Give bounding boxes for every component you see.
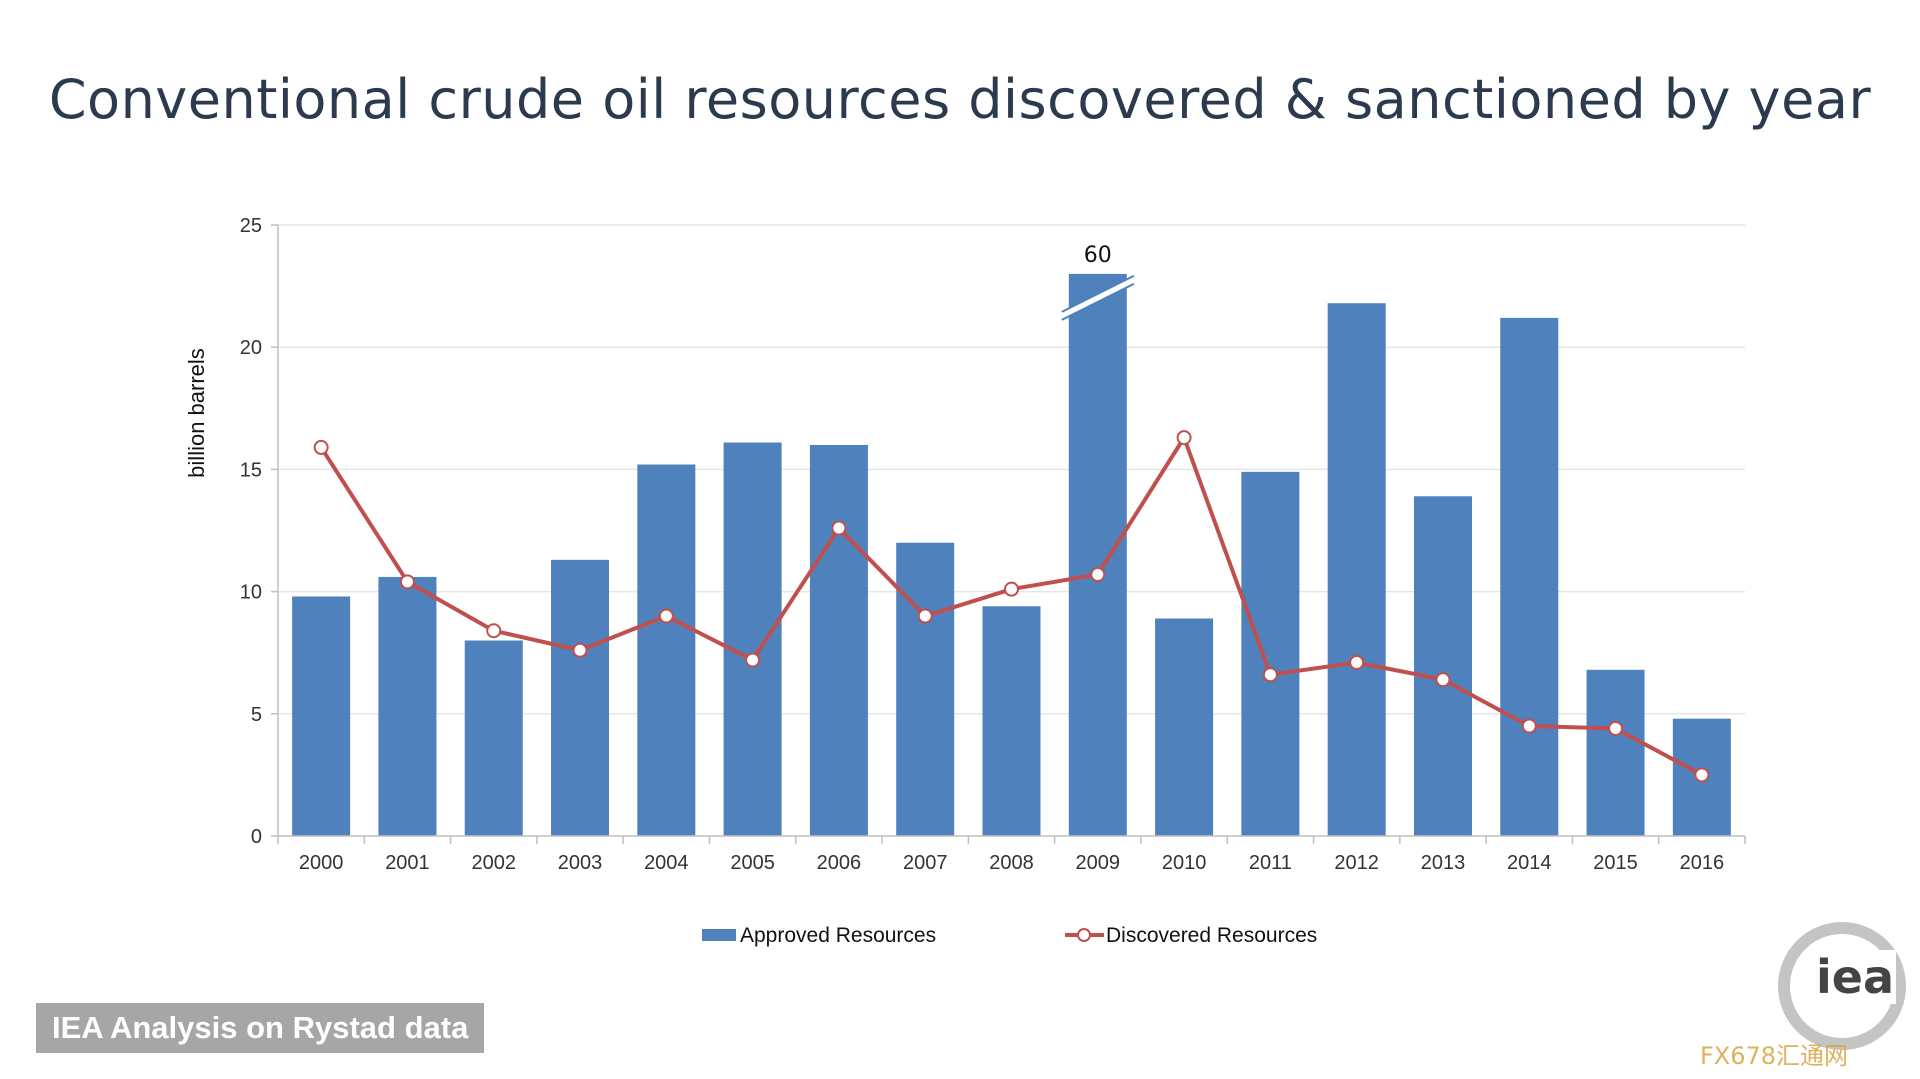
line-point xyxy=(1694,767,1710,783)
bar-series xyxy=(292,273,1731,836)
bar xyxy=(378,576,437,836)
line-point xyxy=(1608,720,1624,736)
line-point xyxy=(1349,654,1365,670)
line-point xyxy=(486,623,502,639)
y-tick-label: 20 xyxy=(240,337,262,359)
bar xyxy=(982,606,1041,836)
bar xyxy=(809,444,868,836)
line-point xyxy=(1090,566,1106,582)
x-tick-label: 2002 xyxy=(471,852,516,874)
bar xyxy=(1241,471,1300,836)
source-note: IEA Analysis on Rystad data xyxy=(36,1003,485,1053)
bar xyxy=(551,559,610,836)
x-tick-label: 2007 xyxy=(903,852,948,874)
bar xyxy=(1413,496,1472,836)
y-tick-label: 15 xyxy=(240,459,262,481)
bar xyxy=(1500,317,1559,836)
y-axis-label: billion barrels xyxy=(184,348,209,478)
legend-label-approved: Approved Resources xyxy=(740,924,936,947)
line-point xyxy=(917,608,933,624)
line-series xyxy=(313,430,1710,783)
bar xyxy=(1155,618,1214,836)
axis-break-label: 60 xyxy=(1084,243,1112,268)
line-point xyxy=(1262,667,1278,683)
axis-break-gap xyxy=(1061,275,1134,320)
line-point xyxy=(1521,718,1537,734)
x-tick-label: 2009 xyxy=(1076,852,1121,874)
line-point xyxy=(1435,672,1451,688)
x-tick-label: 2001 xyxy=(385,852,430,874)
axes xyxy=(271,224,1746,844)
bar xyxy=(1327,303,1386,836)
y-tick-label: 25 xyxy=(240,215,262,237)
x-tick-label: 2016 xyxy=(1680,852,1725,874)
bar xyxy=(464,640,523,836)
y-tick-labels: 0 5 10 15 20 25 xyxy=(240,215,262,848)
x-tick-label: 2014 xyxy=(1507,852,1552,874)
legend-swatch-approved xyxy=(702,929,736,941)
x-tick-label: 2006 xyxy=(817,852,862,874)
x-tick-label: 2004 xyxy=(644,852,689,874)
bar xyxy=(637,464,696,836)
axis-break-marks xyxy=(1061,274,1135,321)
legend: Approved Resources Discovered Resources xyxy=(702,924,1317,947)
line-point xyxy=(572,642,588,658)
y-tick-label: 5 xyxy=(251,704,262,726)
axis-break-line xyxy=(1061,282,1135,321)
line-point xyxy=(1004,581,1019,597)
x-tick-label: 2013 xyxy=(1421,852,1466,874)
x-tick-label: 2012 xyxy=(1334,852,1379,874)
bar xyxy=(723,442,782,836)
line-point xyxy=(399,574,415,590)
x-tick-label: 2005 xyxy=(730,852,775,874)
bar xyxy=(1586,669,1645,836)
legend-label-discovered: Discovered Resources xyxy=(1106,924,1317,947)
axis-break-line xyxy=(1061,274,1135,313)
chart-title: Conventional crude oil resources discove… xyxy=(48,68,1872,131)
x-tick-label: 2010 xyxy=(1162,852,1207,874)
bar xyxy=(896,542,955,836)
y-tick-label: 0 xyxy=(251,826,262,848)
line-point xyxy=(1176,430,1192,446)
logo-text: iea xyxy=(1814,950,1897,1004)
bar xyxy=(1068,273,1127,836)
y-tick-label: 10 xyxy=(240,582,262,604)
x-tick-label: 2000 xyxy=(299,852,344,874)
line-point xyxy=(658,608,674,624)
x-tick-label: 2015 xyxy=(1593,852,1638,874)
legend-swatch-point xyxy=(1077,928,1091,942)
iea-logo: iea xyxy=(1778,922,1906,1050)
line-point xyxy=(831,520,847,536)
x-tick-labels: 2000 2001 2002 2003 2004 2005 2006 2007 2008 2009… xyxy=(299,852,1724,874)
line-point xyxy=(745,652,761,668)
x-tick-label: 2011 xyxy=(1249,852,1292,874)
x-tick-label: 2008 xyxy=(989,852,1034,874)
x-tick-label: 2003 xyxy=(558,852,603,874)
watermark: FX678汇通网 xyxy=(1700,1042,1849,1070)
line-point xyxy=(313,439,329,455)
bar xyxy=(292,596,351,836)
